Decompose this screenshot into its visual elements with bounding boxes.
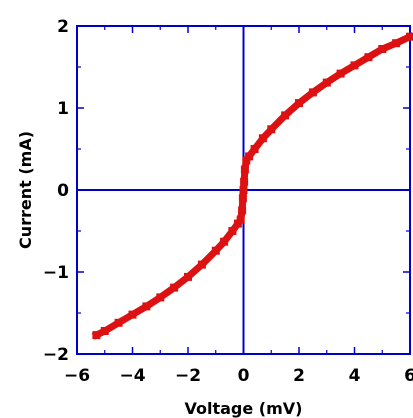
data-point <box>350 61 359 70</box>
data-point <box>406 32 413 41</box>
data-point <box>236 215 245 224</box>
x-tick-label: 0 <box>238 366 250 386</box>
data-point <box>238 194 247 203</box>
data-point <box>378 45 387 53</box>
data-point <box>281 111 290 120</box>
y-axis-title: Current (mA) <box>16 131 35 249</box>
ticks <box>76 25 411 355</box>
data-point <box>392 39 401 48</box>
x-axis-title: Voltage (mV) <box>185 399 303 418</box>
data-trace <box>91 32 413 340</box>
data-point <box>220 237 229 246</box>
y-tick-label: −2 <box>43 345 69 365</box>
x-tick-label: −6 <box>64 366 90 386</box>
data-point <box>197 260 206 269</box>
y-tick-label: 2 <box>57 17 69 37</box>
data-point <box>245 152 254 161</box>
x-tick-label: 4 <box>349 366 361 386</box>
y-tick-label: 1 <box>57 99 69 119</box>
data-point <box>100 327 109 335</box>
x-tick-label: −4 <box>119 366 145 386</box>
data-point <box>295 99 303 108</box>
x-tick-label: −2 <box>175 366 201 386</box>
data-point <box>228 227 237 235</box>
data-point <box>322 78 331 87</box>
data-point <box>267 125 276 134</box>
data-point <box>238 206 247 215</box>
x-tick-label: 6 <box>404 366 413 386</box>
y-tick-label: −1 <box>43 263 69 283</box>
data-point <box>92 331 101 340</box>
data-series <box>91 32 413 340</box>
tick-labels: −6 −4 −2 0 2 4 6 −2 −1 0 1 2 <box>43 17 413 386</box>
data-point <box>242 156 251 165</box>
data-point <box>142 302 151 311</box>
data-point <box>239 186 248 194</box>
y-tick-label: 0 <box>57 181 69 201</box>
data-point <box>184 272 192 281</box>
data-point <box>211 246 220 255</box>
data-point <box>170 283 179 292</box>
data-point <box>308 88 317 97</box>
data-point <box>258 134 267 143</box>
data-point <box>128 310 137 319</box>
data-point <box>336 69 345 78</box>
data-point <box>156 293 165 302</box>
data-point <box>364 53 373 62</box>
data-point <box>233 219 242 228</box>
data-point <box>240 177 249 186</box>
data-point <box>250 145 259 153</box>
data-point <box>240 165 249 174</box>
x-tick-label: 2 <box>293 366 305 386</box>
data-point <box>114 318 123 327</box>
